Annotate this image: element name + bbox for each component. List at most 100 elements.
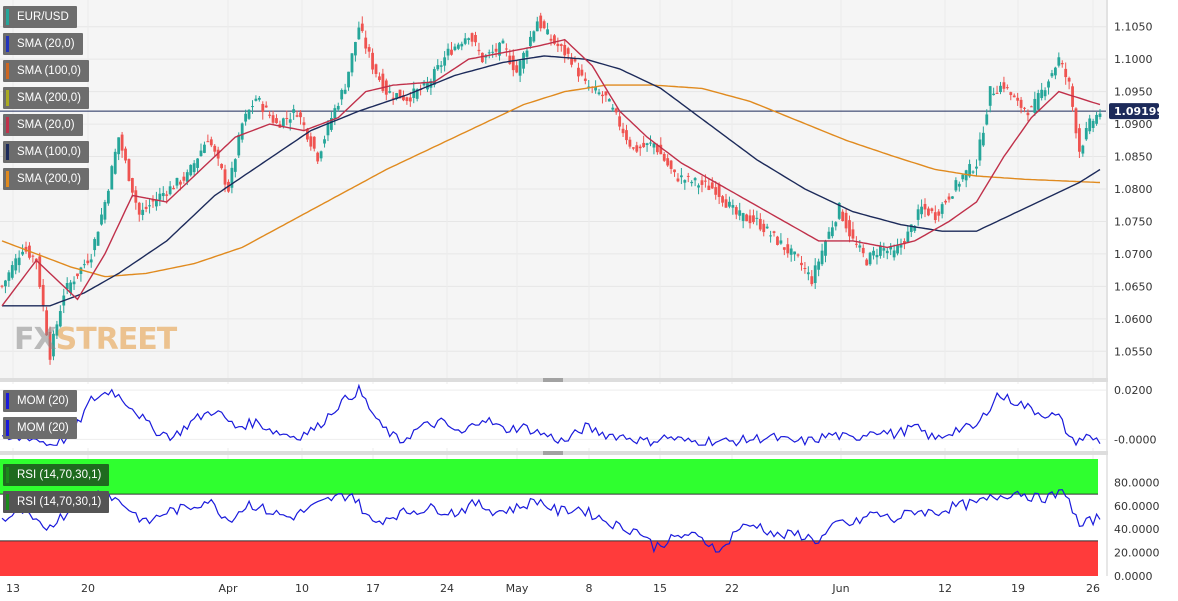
candle-body (309, 136, 313, 147)
candle-body (920, 206, 923, 215)
symbol-label: EUR/USD (17, 11, 69, 23)
candle-body (151, 200, 155, 202)
candle-body (601, 94, 604, 97)
indicator-legend[interactable]: SMA (200,0) (3, 87, 89, 109)
candle-body (285, 117, 289, 119)
candle-body (120, 134, 124, 151)
candle-body (422, 81, 426, 86)
date-tick-label: 24 (440, 582, 454, 595)
candle-body (741, 213, 745, 221)
candle-body (24, 246, 28, 252)
neutral-zone (0, 494, 1098, 541)
indicator-legend[interactable]: SMA (20,0) (3, 114, 83, 136)
candle-body (21, 251, 24, 255)
rsi-tick-label: 40.0000 (1114, 523, 1160, 536)
candle-body (673, 169, 676, 173)
candle-body (1091, 120, 1095, 128)
candle-body (755, 217, 759, 219)
candle-body (1016, 97, 1020, 101)
candle-body (577, 67, 580, 77)
candle-body (707, 185, 711, 190)
candle-body (220, 163, 223, 169)
candle-body (113, 151, 117, 174)
candle-body (580, 69, 584, 76)
candle-body (1040, 89, 1044, 99)
candle-body (546, 29, 549, 35)
candle-body (769, 235, 772, 237)
candle-body (1005, 87, 1009, 89)
candle-body (0, 285, 4, 287)
indicator-legend[interactable]: SMA (20,0) (3, 33, 83, 55)
date-tick-label: 26 (1086, 582, 1100, 595)
candle-body (76, 273, 79, 277)
candle-body (834, 222, 838, 227)
candle-body (899, 244, 903, 248)
candle-body (975, 166, 978, 169)
candle-body (854, 243, 858, 245)
price-tick-label: 1.0800 (1114, 183, 1153, 196)
candle-body (817, 261, 821, 270)
candle-body (436, 65, 440, 70)
candle-body (165, 194, 169, 196)
candle-body (971, 171, 975, 173)
legend-label: SMA (20,0) (17, 119, 75, 131)
candle-body (748, 215, 752, 224)
candle-body (357, 27, 361, 40)
rsi-legend[interactable]: RSI (14,70,30,1) (3, 464, 110, 486)
rsi-legend[interactable]: RSI (14,70,30,1) (3, 491, 110, 513)
candle-body (937, 211, 941, 216)
candle-body (995, 92, 999, 94)
legend-swatch (6, 420, 9, 436)
candle-body (810, 276, 814, 285)
date-tick-label: 13 (6, 582, 20, 595)
candle-body (655, 145, 659, 153)
candle-body (17, 257, 21, 266)
candle-body (782, 247, 786, 250)
date-tick-label: Jun (831, 582, 849, 595)
candle-body (885, 250, 889, 254)
candle-body (453, 46, 457, 51)
candle-body (944, 200, 947, 203)
candle-body (52, 333, 55, 357)
candle-body (1088, 118, 1092, 132)
candle-body (233, 159, 237, 172)
candle-body (299, 112, 302, 118)
rsi-tick-label: 80.0000 (1114, 476, 1160, 489)
candle-body (371, 52, 374, 70)
candle-body (367, 47, 371, 52)
sma100-line (2, 55, 1101, 307)
candle-body (947, 196, 951, 200)
candle-body (45, 310, 49, 336)
candle-body (611, 107, 615, 110)
mom-legend[interactable]: MOM (20) (3, 417, 77, 439)
candle-body (360, 23, 364, 32)
mom-legend[interactable]: MOM (20) (3, 390, 77, 412)
indicator-legend[interactable]: SMA (200,0) (3, 168, 89, 190)
candle-body (144, 206, 148, 209)
candle-body (501, 40, 505, 44)
symbol-legend[interactable]: EUR/USD (3, 6, 77, 28)
candle-body (607, 99, 611, 102)
candle-body (1067, 77, 1071, 82)
candle-body (882, 248, 886, 251)
candle-body (196, 158, 199, 168)
candle-body (508, 55, 512, 64)
candle-body (1098, 113, 1102, 117)
candle-body (985, 114, 989, 125)
candle-body (312, 136, 316, 149)
candle-body (583, 78, 587, 81)
candle-body (1081, 145, 1085, 154)
candle-body (762, 223, 766, 233)
candle-body (456, 44, 460, 49)
candle-body (350, 53, 354, 73)
candle-body (542, 21, 546, 29)
indicator-legend[interactable]: SMA (100,0) (3, 141, 89, 163)
candle-body (446, 48, 450, 56)
candle-body (179, 181, 182, 185)
candle-body (604, 91, 608, 96)
panel-separator (0, 451, 1108, 455)
indicator-legend[interactable]: SMA (100,0) (3, 60, 89, 82)
candle-body (72, 281, 76, 285)
candle-body (597, 92, 601, 95)
